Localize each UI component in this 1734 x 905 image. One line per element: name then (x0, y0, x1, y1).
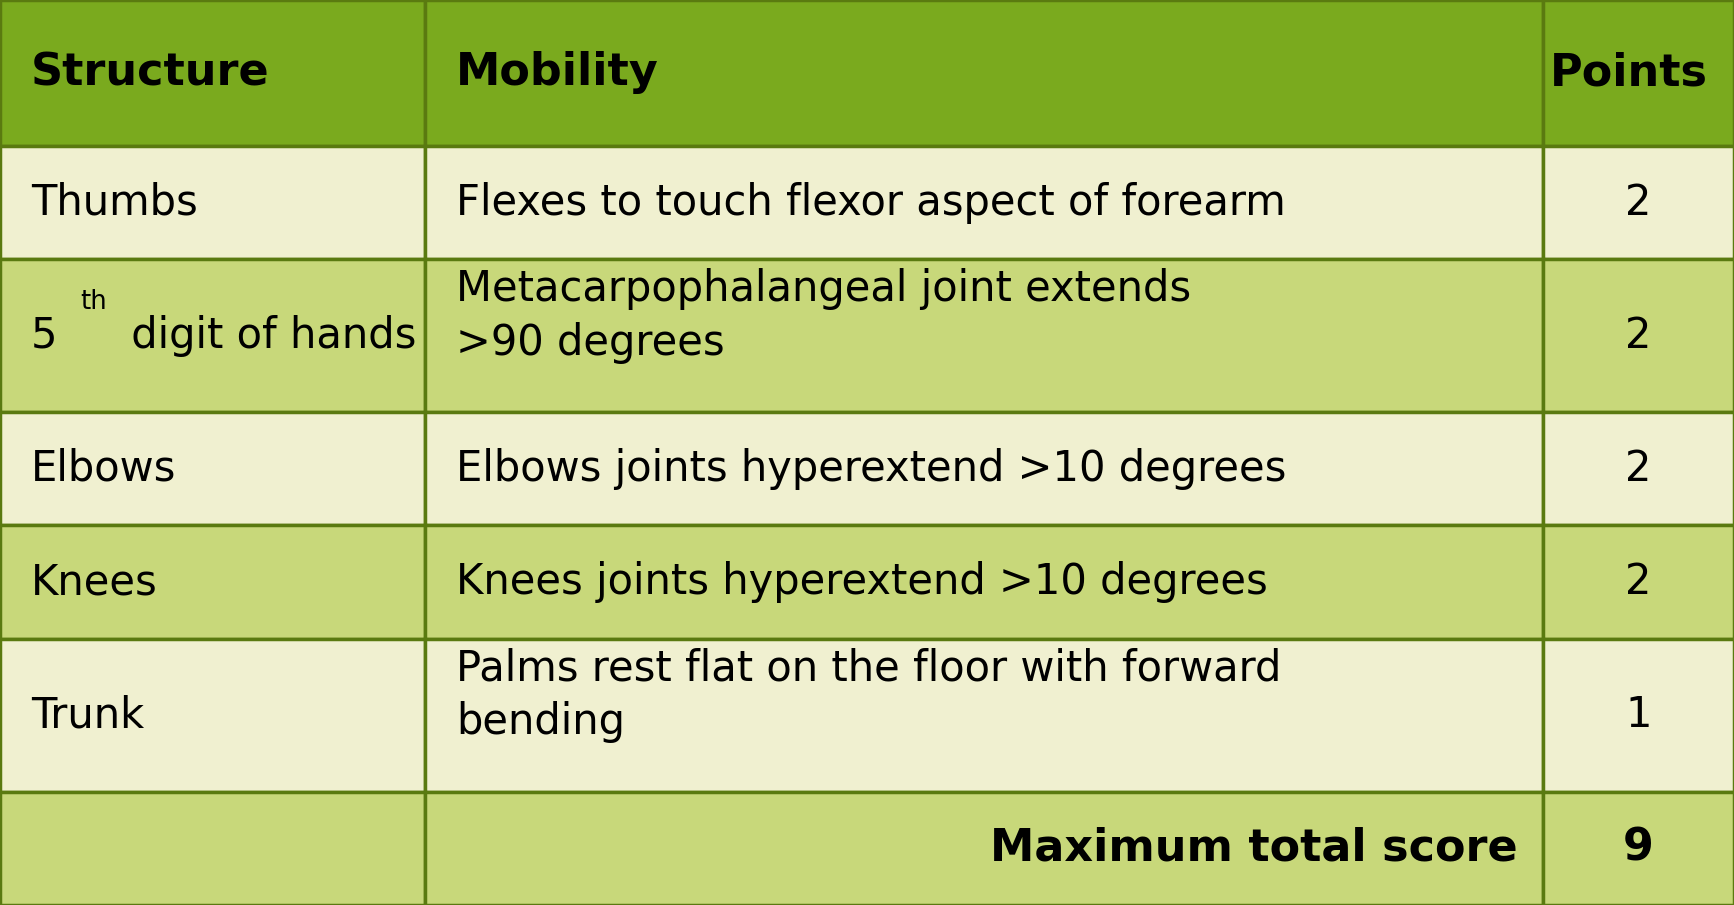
Text: Metacarpophalangeal joint extends
>90 degrees: Metacarpophalangeal joint extends >90 de… (456, 268, 1191, 364)
Bar (0, 639, 425, 792)
Text: 2: 2 (1625, 448, 1653, 490)
Bar (425, 639, 1543, 792)
Text: Elbows: Elbows (31, 448, 177, 490)
Text: 1: 1 (1625, 694, 1653, 737)
Text: 2: 2 (1625, 315, 1653, 357)
Bar (0, 146, 425, 259)
Text: Knees: Knees (31, 561, 158, 603)
Text: Points: Points (1550, 52, 1708, 94)
Text: Elbows joints hyperextend >10 degrees: Elbows joints hyperextend >10 degrees (456, 448, 1287, 490)
Bar (0, 412, 425, 526)
Text: Mobility: Mobility (456, 52, 659, 94)
Text: Thumbs: Thumbs (31, 182, 198, 224)
Bar (1543, 0, 1734, 146)
Text: Maximum total score: Maximum total score (990, 827, 1517, 870)
Bar (1543, 526, 1734, 639)
Text: 2: 2 (1625, 561, 1653, 603)
Bar (425, 526, 1543, 639)
Text: Structure: Structure (31, 52, 271, 94)
Text: th: th (80, 289, 106, 315)
Bar (425, 146, 1543, 259)
Text: Knees joints hyperextend >10 degrees: Knees joints hyperextend >10 degrees (456, 561, 1268, 603)
Bar (1543, 412, 1734, 526)
Bar (1543, 146, 1734, 259)
Bar (0, 259, 425, 412)
Text: 2: 2 (1625, 182, 1653, 224)
Bar (0, 526, 425, 639)
Bar (0, 792, 425, 905)
Bar (425, 412, 1543, 526)
Bar (425, 792, 1543, 905)
Bar (425, 0, 1543, 146)
Text: 5: 5 (31, 315, 57, 357)
Text: 9: 9 (1623, 827, 1654, 870)
Bar (1543, 792, 1734, 905)
Bar (0, 0, 425, 146)
Text: Trunk: Trunk (31, 694, 144, 737)
Bar (1543, 639, 1734, 792)
Text: Palms rest flat on the floor with forward
bending: Palms rest flat on the floor with forwar… (456, 648, 1281, 743)
Text: digit of hands: digit of hands (118, 315, 416, 357)
Text: Flexes to touch flexor aspect of forearm: Flexes to touch flexor aspect of forearm (456, 182, 1287, 224)
Bar (425, 259, 1543, 412)
Bar (1543, 259, 1734, 412)
